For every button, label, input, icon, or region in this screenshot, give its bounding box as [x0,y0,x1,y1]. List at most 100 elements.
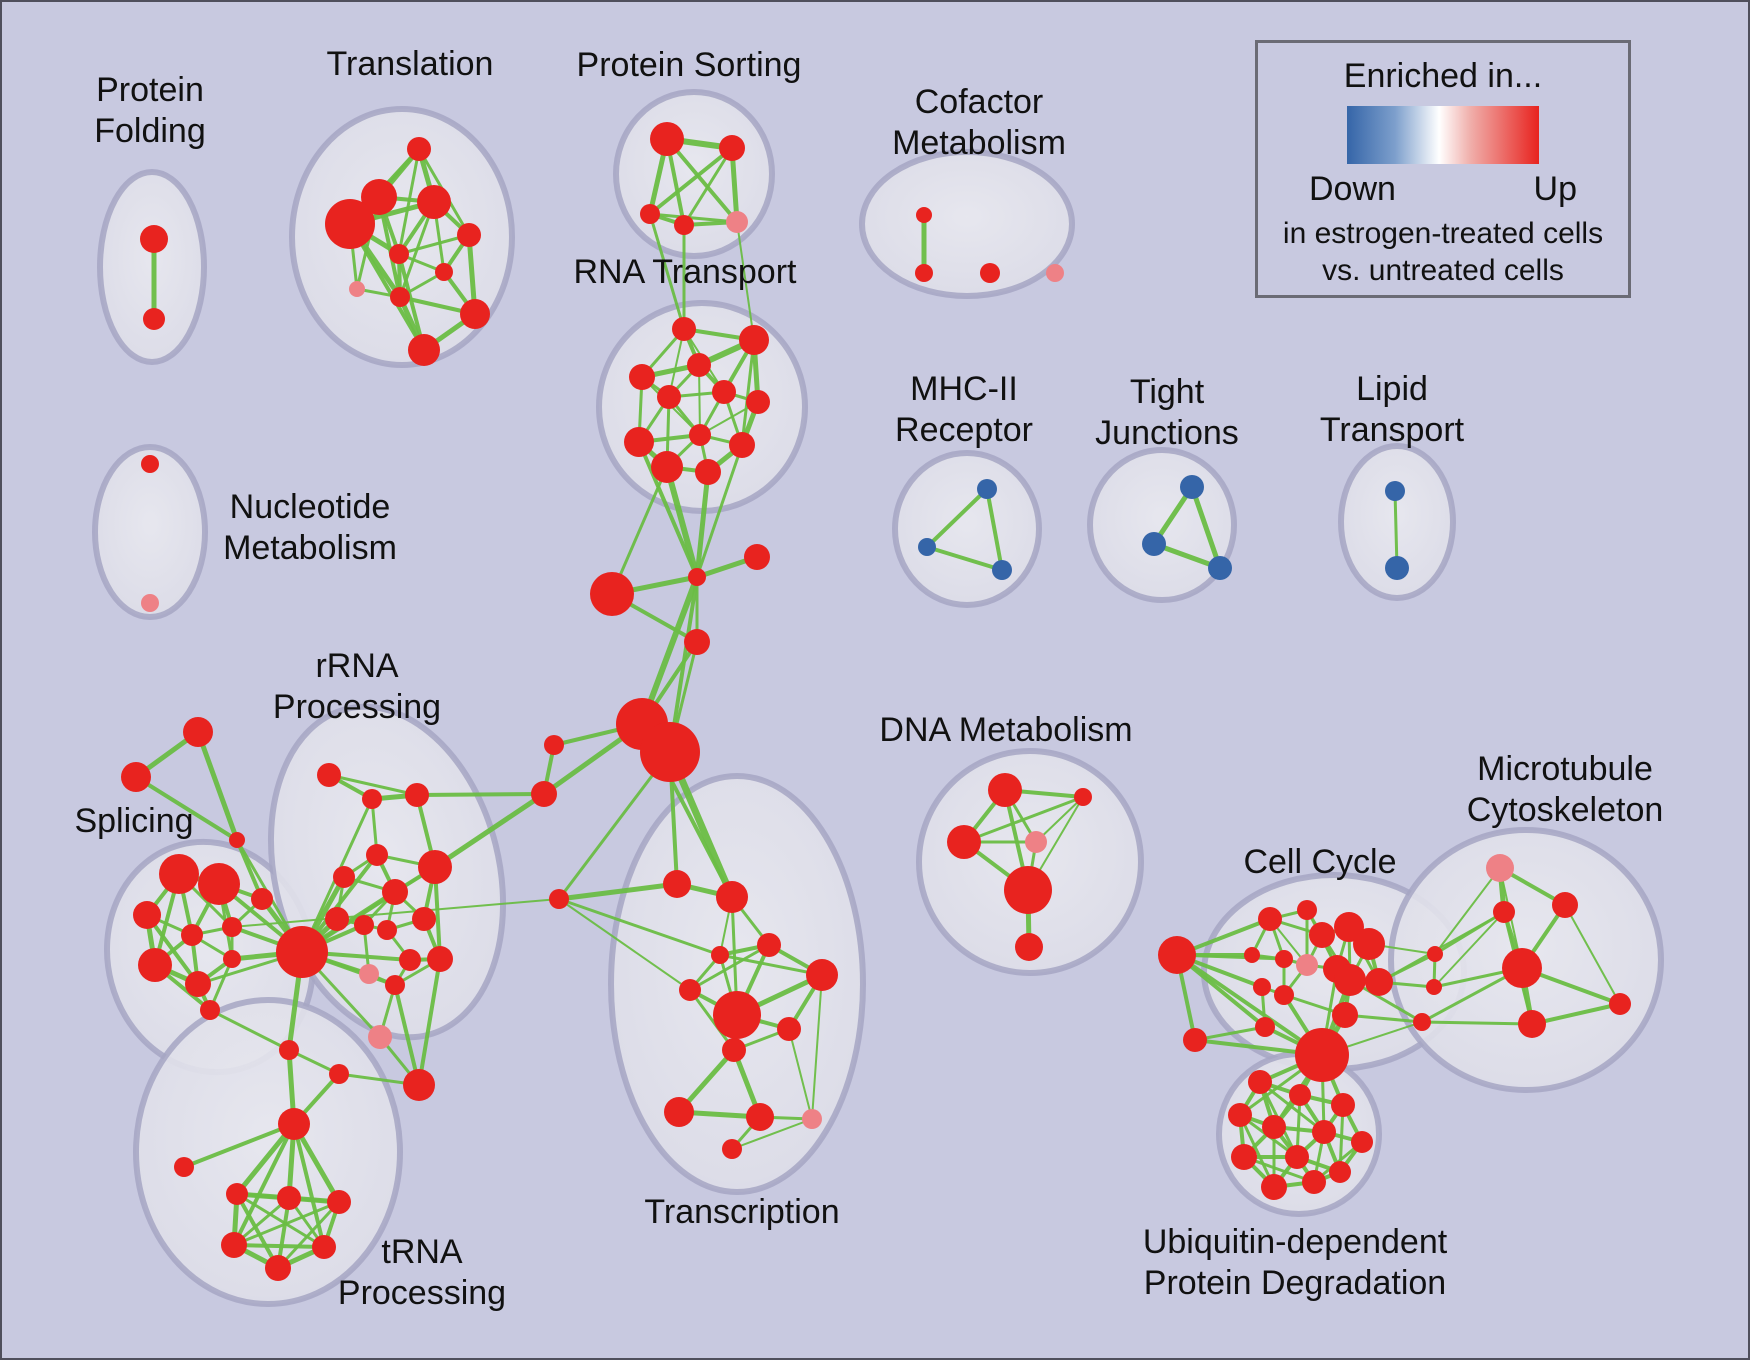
cluster-label-protein-folding: Protein [96,71,204,109]
node-m6 [1609,993,1631,1015]
edge-T2-c9 [134,775,239,842]
node-s8 [223,950,241,968]
edge-lp1-lp2 [1393,489,1399,570]
node-cn4 [684,629,710,655]
node-ccr1 [1427,946,1443,962]
node-p18 [403,1069,435,1101]
cluster-bubble-cofactor-metabolism [859,149,1075,299]
cluster-label-cell-cycle: Cell Cycle [1243,843,1396,881]
node-p7 [382,879,408,905]
edge-tr1-tr5 [235,1192,326,1249]
node-cc17 [1255,1017,1275,1037]
cluster-label-lipid-transport: Transport [1320,411,1465,449]
edge-c2-p3 [415,792,546,797]
node-mh3 [992,560,1012,580]
edge-p16-p18 [393,983,421,1087]
node-q8 [777,1017,801,1041]
node-r1 [672,317,696,341]
node-r11 [651,451,683,483]
node-cc12 [1274,985,1294,1005]
node-t2 [361,179,397,215]
edge-u4-u11 [1238,1113,1276,1189]
node-q13 [722,1139,742,1159]
node-ps3 [640,204,660,224]
edge-q12-q13 [731,1118,813,1150]
cluster-label-trna-processing: Processing [338,1274,506,1312]
legend-gradient-bar [1347,106,1539,164]
node-m4 [1502,948,1542,988]
node-ps5 [726,211,748,233]
node-mh1 [977,479,997,499]
node-tr6 [265,1255,291,1281]
cluster-label-tight-junctions: Junctions [1095,414,1239,452]
node-p15 [359,964,379,984]
node-s4 [181,924,203,946]
edge-ps2-ps4 [682,146,734,227]
cluster-label-splicing: Splicing [74,802,193,840]
node-d2 [1074,788,1092,806]
node-p6 [333,866,355,888]
edge-cc1-ccBig [1175,953,1324,1057]
edge-mh1-mh2 [925,487,989,549]
edge-ps3-r1 [648,212,686,331]
node-tiso [174,1157,194,1177]
edge-r11-cn1 [664,464,700,580]
node-r7 [746,390,770,414]
node-c3 [549,889,569,909]
cluster-label-lipid-transport: Lipid [1356,370,1428,408]
node-T2 [121,762,151,792]
node-m3 [1493,901,1515,923]
edge-ccr3-m5 [1420,1020,1534,1026]
edge-u1-u6 [1258,1080,1326,1134]
node-cc11 [1253,978,1271,996]
node-p16 [385,975,405,995]
node-nm1 [141,455,159,473]
nodes-layer [121,122,1631,1281]
node-T1 [183,717,213,747]
node-p5 [418,850,452,884]
node-r5 [657,385,681,409]
edge-thub-tiso [182,1122,296,1169]
node-cc2 [1183,1028,1207,1052]
node-d5 [1004,866,1052,914]
node-c5b [329,1064,349,1084]
node-q11 [746,1103,774,1131]
node-r9 [689,424,711,446]
node-r4 [687,353,711,377]
node-pf2 [143,308,165,330]
node-s10 [251,888,273,910]
edge-p1-p3 [327,773,419,797]
edge-q5-q12 [811,974,823,1120]
node-d1 [988,773,1022,807]
cluster-label-translation: Translation [327,45,494,83]
cluster-label-rna-transport: RNA Transport [574,253,798,291]
node-cf4 [1046,264,1064,282]
edge-r10-cn1 [695,443,744,579]
node-t9 [390,287,410,307]
cluster-bubble-nucleotide-metabolism [92,444,208,620]
edge-thub-tr4 [232,1122,296,1247]
edge-r8-cn1 [637,440,699,579]
cluster-bubble-dna-metabolism [916,748,1144,976]
edge-T1-c9 [195,729,240,843]
node-tr1 [226,1183,248,1205]
edge-c3-q1 [556,881,680,902]
cluster-label-tight-junctions: Tight [1130,373,1205,411]
node-s5 [222,917,242,937]
node-pf1 [140,225,168,253]
edge-m5-m6 [1530,1002,1622,1026]
node-p3 [405,783,429,807]
edge-d2-d3 [962,795,1085,844]
node-u8 [1231,1144,1257,1170]
cluster-label-mhc-ii-receptor: Receptor [895,411,1033,449]
node-p2 [362,789,382,809]
node-u9 [1285,1145,1309,1169]
node-c2 [531,781,557,807]
node-r2 [739,325,769,355]
node-cn3 [590,572,634,616]
node-p1 [317,763,341,787]
node-t10 [460,299,490,329]
cluster-bubble-tight-junctions [1087,447,1237,603]
cluster-label-cofactor-metabolism: Cofactor [915,83,1044,121]
